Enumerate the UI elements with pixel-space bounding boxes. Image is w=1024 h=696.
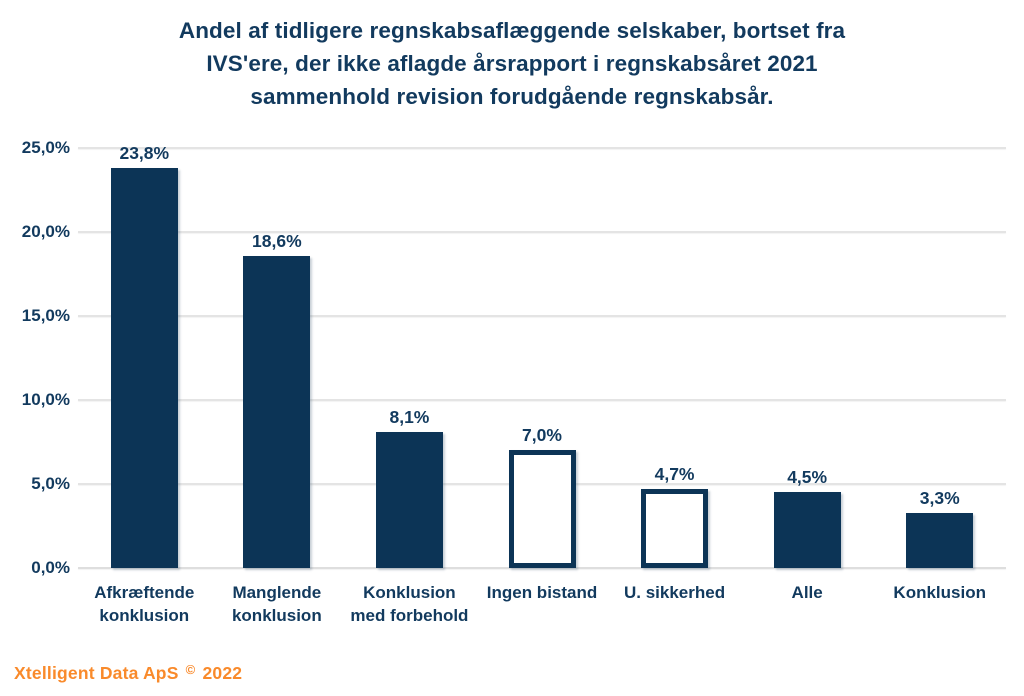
gridline — [78, 231, 1006, 233]
gridline — [78, 567, 1006, 569]
x-axis-category-label: Afkræftende konklusion — [94, 583, 195, 625]
y-axis-tick-label: 15,0% — [21, 306, 70, 325]
x-axis-category-label: Ingen bistand — [486, 583, 598, 602]
gridline — [78, 147, 1006, 149]
bar-value-label: 23,8% — [119, 143, 170, 164]
chart-title-line: Andel af tidligere regnskabsaflæggende s… — [178, 18, 846, 43]
y-axis-tick-label: 5,0% — [31, 474, 70, 493]
bar-value-label: 18,6% — [252, 230, 302, 251]
bar — [906, 512, 974, 568]
x-axis-category-label: Manglende konklusion — [231, 583, 322, 625]
bar — [375, 431, 443, 568]
gridline — [78, 315, 1006, 317]
bar-value-label: 4,7% — [654, 464, 695, 485]
chart-title-line: sammenhold revision forudgående regnskab… — [250, 84, 774, 109]
gridline — [78, 399, 1006, 401]
y-axis-tick-label: 25,0% — [21, 138, 70, 157]
bar-value-label: 7,0% — [522, 425, 562, 446]
x-axis-category-label: Alle — [791, 583, 823, 602]
y-axis-tick-label: 10,0% — [21, 390, 70, 409]
bar-value-label: 4,5% — [787, 467, 828, 488]
bar — [110, 168, 178, 568]
bar — [243, 255, 311, 568]
bar-value-label: 3,3% — [919, 487, 960, 508]
bar — [508, 450, 576, 568]
bar — [773, 492, 841, 568]
plot-area: 23,8% 18,6% 8,1% 7,0% 4,7% 4,5% 3,3% — [78, 143, 1006, 569]
chart-title-line: IVS'ere, der ikke aflagde årsrapport i r… — [206, 51, 818, 76]
x-axis-category-label: U. sikkerhed — [624, 583, 726, 602]
bar-value-label: 8,1% — [389, 406, 430, 427]
bar — [641, 489, 709, 568]
x-axis-category-label: Konklusion med forbehold — [350, 583, 469, 625]
credit-year: 2022 — [202, 663, 243, 683]
x-axis-category-label: Konklusion — [893, 583, 986, 602]
y-axis-tick-label: 20,0% — [21, 222, 70, 241]
y-axis-tick-label: 0,0% — [31, 558, 70, 577]
credit-name: Xtelligent Data ApS — [14, 663, 179, 683]
credit-line: Xtelligent Data ApS © 2022 — [14, 662, 242, 684]
chart-title: Andel af tidligere regnskabsaflæggende s… — [0, 14, 1024, 113]
copyright-symbol: © — [185, 662, 196, 677]
